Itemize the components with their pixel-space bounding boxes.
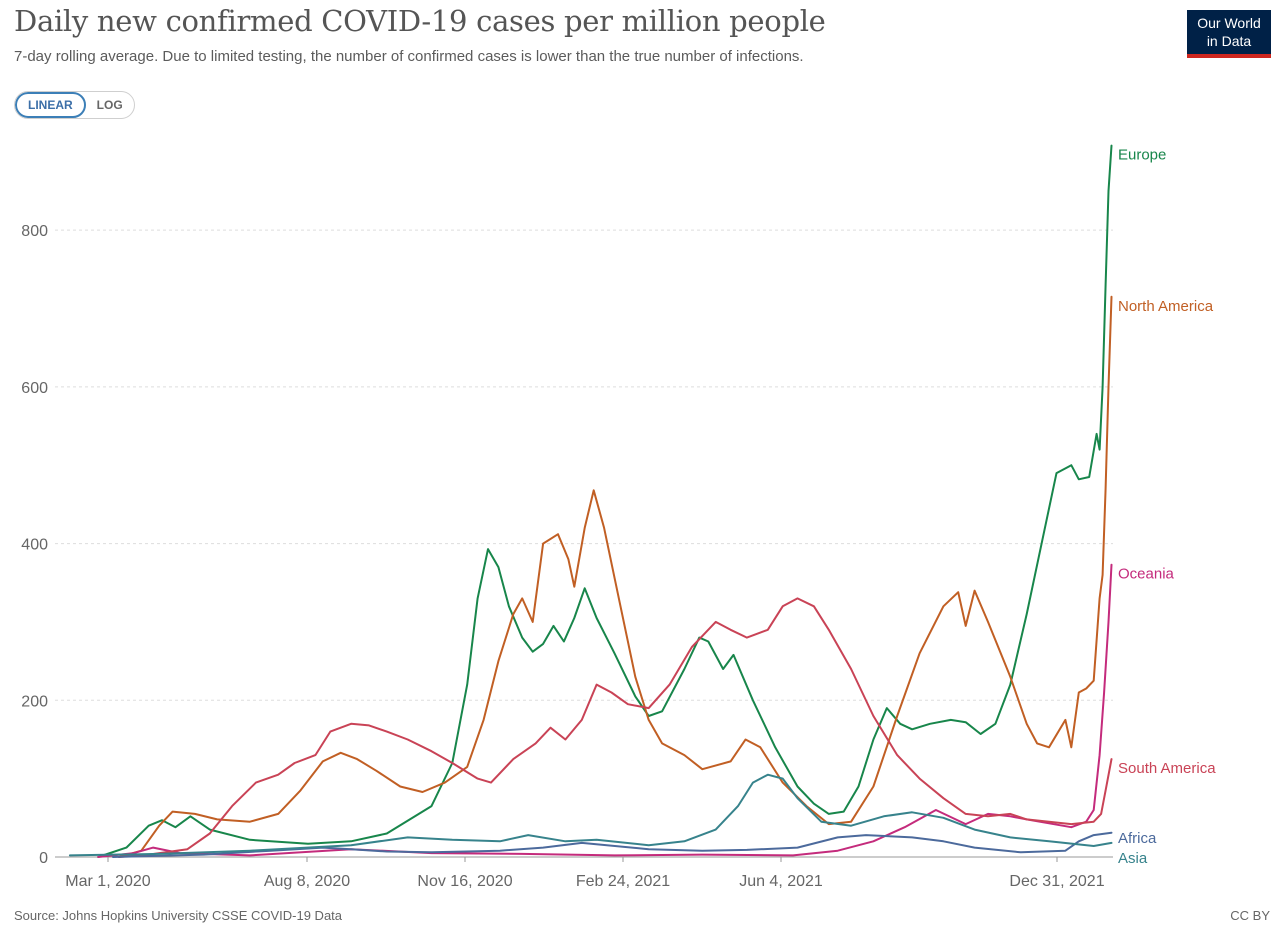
series-line-oceania[interactable]: [97, 563, 1113, 858]
scale-toggle: LINEAR LOG: [14, 91, 135, 119]
series-line-africa[interactable]: [112, 831, 1113, 858]
end-label-asia[interactable]: Asia: [1118, 850, 1148, 867]
end-label-africa[interactable]: Africa: [1118, 830, 1157, 847]
logo-line-1: Our World: [1197, 15, 1261, 31]
y-axis: 0 200 400 600 800: [21, 223, 48, 867]
linear-scale-button[interactable]: LINEAR: [15, 92, 86, 118]
series-end-labels: Europe North America Oceania South America A…: [1118, 147, 1216, 868]
end-label-south-america[interactable]: South America: [1118, 760, 1216, 777]
series-line-europe[interactable]: [97, 144, 1113, 858]
logo-line-2: in Data: [1206, 33, 1252, 49]
x-tick-label: Mar 1, 2020: [65, 873, 150, 890]
owid-logo[interactable]: Our World in Data: [1187, 10, 1271, 58]
x-tick-label: Dec 31, 2021: [1009, 873, 1104, 890]
license-label[interactable]: CC BY: [1230, 908, 1270, 923]
end-label-north-america[interactable]: North America: [1118, 298, 1214, 315]
y-tick-label: 200: [21, 693, 48, 710]
y-tick-label: 0: [39, 850, 48, 867]
end-label-europe[interactable]: Europe: [1118, 147, 1166, 164]
x-tick-label: Feb 24, 2021: [576, 873, 670, 890]
end-label-oceania[interactable]: Oceania: [1118, 566, 1175, 583]
log-scale-button[interactable]: LOG: [96, 98, 123, 112]
y-tick-label: 800: [21, 223, 48, 240]
x-tick-label: Jun 4, 2021: [739, 873, 823, 890]
x-tick-label: Aug 8, 2020: [264, 873, 350, 890]
source-note[interactable]: Source: Johns Hopkins University CSSE CO…: [14, 908, 343, 923]
gridlines: [55, 229, 1113, 858]
x-axis: Mar 1, 2020 Aug 8, 2020 Nov 16, 2020 Feb 24…: [65, 857, 1105, 890]
x-tick-label: Nov 16, 2020: [417, 873, 512, 890]
chart-title: Daily new confirmed COVID-19 cases per m…: [14, 4, 826, 38]
y-tick-label: 400: [21, 537, 48, 554]
series-line-asia[interactable]: [68, 773, 1113, 857]
series-line-north-america[interactable]: [118, 295, 1113, 858]
series-line-south-america[interactable]: [118, 597, 1113, 858]
y-tick-label: 600: [21, 380, 48, 397]
chart-subtitle: 7-day rolling average. Due to limited te…: [14, 48, 804, 65]
series-lines: [68, 144, 1113, 858]
